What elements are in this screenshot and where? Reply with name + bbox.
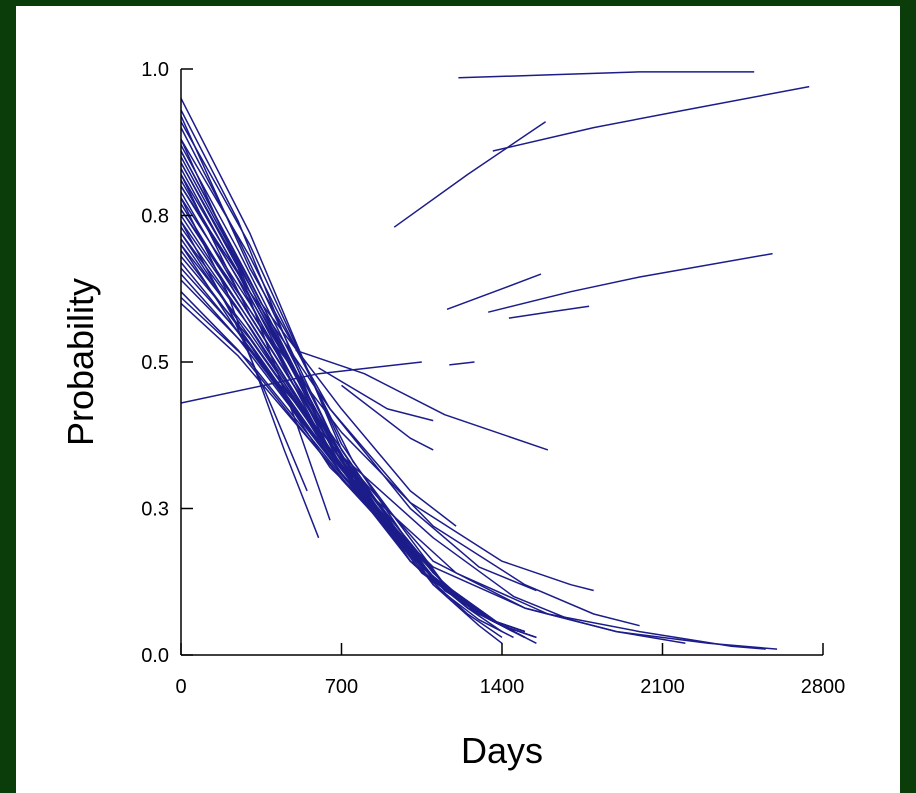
x-tick-label: 700	[325, 676, 358, 698]
series-line	[180, 244, 572, 621]
x-tick-label: 0	[175, 676, 186, 698]
series-line	[180, 209, 640, 627]
series-line	[446, 273, 542, 311]
x-tick-label: 2800	[801, 676, 846, 698]
y-tick-label: 0.8	[141, 206, 169, 228]
x-tick-label: 1400	[480, 676, 525, 698]
series-line	[180, 138, 778, 650]
series-line	[295, 349, 549, 451]
series-line	[488, 252, 773, 313]
series-line	[449, 361, 475, 366]
series-line	[180, 232, 308, 492]
series-line	[180, 361, 422, 404]
y-tick-label: 0.5	[141, 352, 169, 374]
y-tick-label: 0.3	[141, 499, 169, 521]
series-line	[180, 226, 503, 627]
series-line	[180, 156, 514, 639]
axes	[180, 69, 823, 656]
series-line	[393, 121, 547, 228]
y-axis-title: Probability	[60, 278, 101, 446]
y-tick-label: 1.0	[141, 59, 169, 81]
series-line	[180, 232, 526, 633]
x-tick-label: 2100	[640, 676, 685, 698]
y-tick-label: 0.0	[141, 645, 169, 667]
series-line	[180, 127, 514, 633]
series-line	[341, 384, 434, 451]
chart-panel	[16, 6, 900, 793]
x-ticks: 0 700 1400 2100 2800	[175, 643, 845, 698]
series-line	[180, 279, 514, 633]
series-line	[508, 305, 590, 319]
series-line	[180, 162, 331, 521]
series-line	[318, 367, 434, 422]
y-ticks: 0.0 0.3 0.5 0.8 1.0	[141, 59, 193, 667]
series-line	[180, 150, 457, 527]
series-line	[180, 115, 537, 592]
x-axis-title: Days	[461, 730, 543, 771]
series-line	[180, 109, 503, 639]
series-lines	[180, 71, 810, 650]
series-line	[180, 174, 766, 650]
series-line	[180, 302, 526, 633]
series-line	[458, 71, 755, 79]
series-line	[180, 221, 686, 645]
series-line	[492, 85, 810, 152]
